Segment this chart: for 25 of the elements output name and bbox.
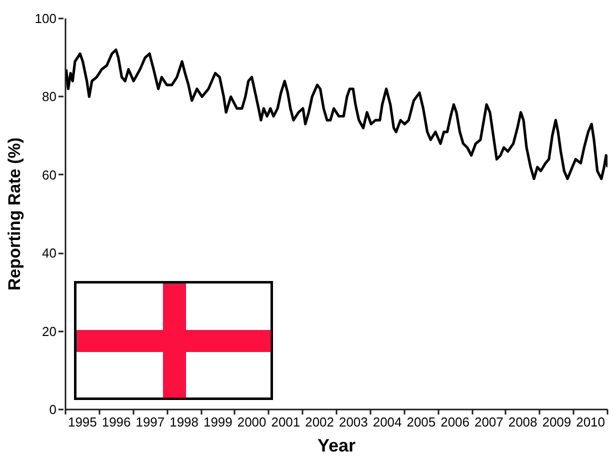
- x-tick-label: 1995: [68, 414, 97, 430]
- x-tick-label: 1996: [102, 414, 131, 430]
- y-axis-title: Reporting Rate (%): [4, 138, 24, 290]
- y-tick-label: 100: [34, 11, 57, 26]
- x-tick-label: 2009: [542, 414, 572, 430]
- x-tick-label: 1998: [170, 414, 199, 430]
- x-tick-label: 2000: [237, 414, 266, 430]
- y-tick-label: 60: [42, 167, 57, 182]
- x-tick-label: 1997: [136, 414, 165, 430]
- x-tick-label: 1999: [203, 414, 232, 430]
- x-tick-label: 2004: [372, 414, 402, 430]
- x-tick-label: 2006: [440, 414, 470, 430]
- y-tick-label: 40: [42, 246, 57, 261]
- x-tick-label: 2002: [305, 414, 334, 430]
- y-tick-label: 0: [49, 402, 57, 417]
- line-series: [66, 48, 608, 180]
- x-tick-label: 2001: [271, 414, 300, 430]
- x-axis-title: Year: [317, 436, 356, 456]
- y-tick-label: 20: [42, 324, 57, 339]
- x-tick-label: 2005: [406, 414, 436, 430]
- x-tick-label: 2010: [576, 414, 606, 430]
- x-tick-label: 2008: [508, 414, 538, 430]
- y-tick-label: 80: [42, 89, 57, 104]
- x-tick-label: 2007: [474, 414, 504, 430]
- x-tick-label: 2003: [338, 414, 368, 430]
